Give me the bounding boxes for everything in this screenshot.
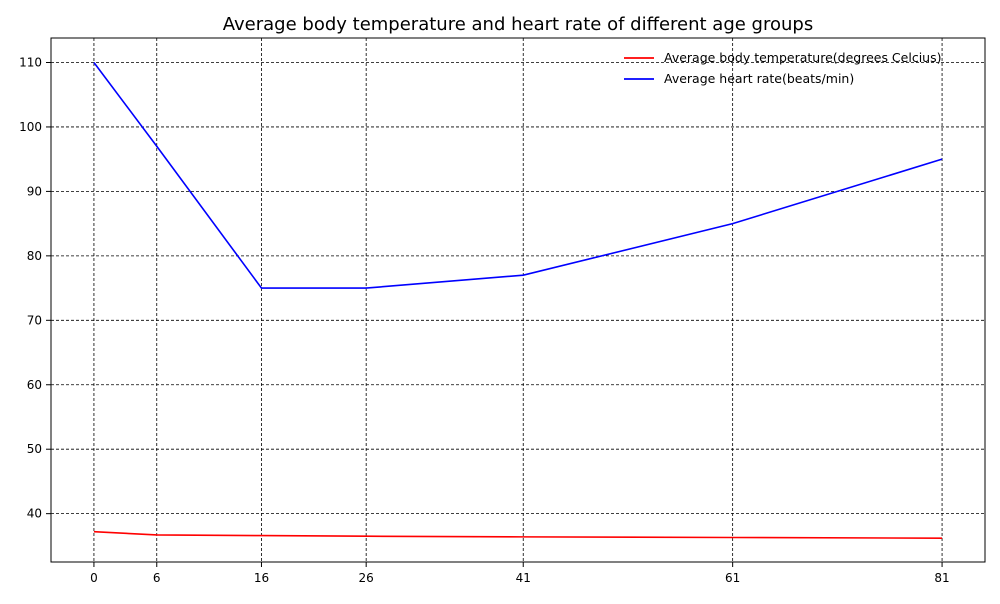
legend-label-0: Average body temperature(degrees Celcius…: [664, 50, 941, 65]
legend-label-1: Average heart rate(beats/min): [664, 71, 854, 86]
y-tick-label: 110: [19, 55, 42, 69]
y-tick-label: 60: [27, 378, 42, 392]
plot-frame: [50, 37, 986, 563]
axis-ticks: 0 6 16 26 41 61 81 40 50 60 70 80 90 100 110: [19, 55, 950, 585]
x-tick-label: 41: [516, 571, 531, 585]
x-tick-label: 6: [153, 571, 161, 585]
chart-title: Average body temperature and heart rate …: [223, 14, 813, 35]
y-tick-label: 100: [19, 120, 42, 134]
legend: Average body temperature(degrees Celcius…: [624, 50, 941, 86]
y-tick-label: 90: [27, 184, 42, 198]
x-tick-label: 81: [934, 571, 949, 585]
x-tick-label: 0: [90, 571, 98, 585]
x-tick-label: 16: [254, 571, 269, 585]
series-lines: [93, 62, 943, 539]
grid-lines: [51, 38, 985, 562]
x-tick-label: 61: [725, 571, 740, 585]
x-tick-label: 26: [359, 571, 374, 585]
y-tick-label: 50: [27, 442, 42, 456]
series-line-0: [93, 530, 943, 539]
y-tick-label: 40: [27, 507, 42, 521]
y-tick-label: 80: [27, 249, 42, 263]
series-line-1: [93, 62, 943, 289]
y-tick-label: 70: [27, 313, 42, 327]
